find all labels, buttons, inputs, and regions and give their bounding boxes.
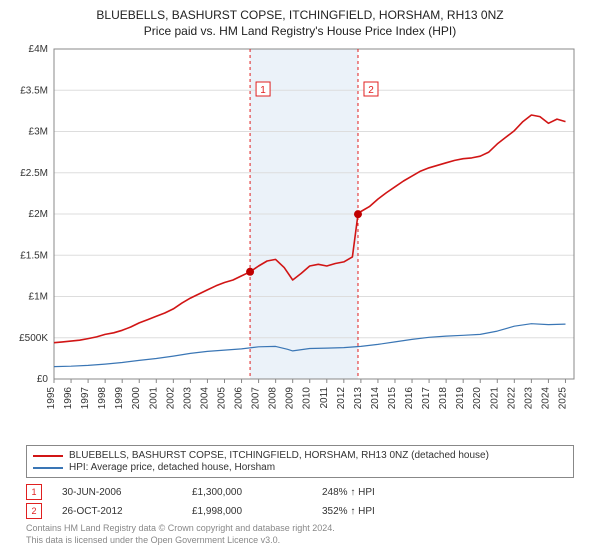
svg-text:2011: 2011 bbox=[319, 387, 330, 409]
svg-text:2007: 2007 bbox=[251, 387, 262, 410]
svg-text:2019: 2019 bbox=[455, 387, 466, 410]
svg-text:2013: 2013 bbox=[353, 387, 364, 410]
title-line2: Price paid vs. HM Land Registry's House … bbox=[0, 24, 600, 40]
svg-text:2: 2 bbox=[368, 85, 374, 96]
svg-text:2008: 2008 bbox=[268, 387, 279, 410]
page-root: BLUEBELLS, BASHURST COPSE, ITCHINGFIELD,… bbox=[0, 0, 600, 560]
svg-text:2017: 2017 bbox=[421, 387, 432, 410]
legend-swatch-property bbox=[33, 455, 63, 457]
svg-text:2006: 2006 bbox=[234, 387, 245, 410]
title-line1: BLUEBELLS, BASHURST COPSE, ITCHINGFIELD,… bbox=[0, 8, 600, 24]
legend-swatch-hpi bbox=[33, 467, 63, 469]
svg-text:£3.5M: £3.5M bbox=[20, 85, 48, 96]
svg-text:2009: 2009 bbox=[285, 387, 296, 410]
sale-1-hpi: 248% ↑ HPI bbox=[322, 487, 452, 498]
sale-2-price: £1,998,000 bbox=[192, 506, 322, 517]
svg-text:2000: 2000 bbox=[131, 387, 142, 410]
sale-1-price: £1,300,000 bbox=[192, 487, 322, 498]
svg-text:1: 1 bbox=[260, 85, 266, 96]
footer: Contains HM Land Registry data © Crown c… bbox=[26, 523, 574, 546]
sales-table: 1 30-JUN-2006 £1,300,000 248% ↑ HPI 2 26… bbox=[26, 484, 574, 519]
svg-text:£3M: £3M bbox=[29, 127, 48, 138]
svg-text:2010: 2010 bbox=[302, 387, 313, 410]
legend-row-property: BLUEBELLS, BASHURST COPSE, ITCHINGFIELD,… bbox=[33, 450, 567, 461]
svg-text:1996: 1996 bbox=[63, 387, 74, 410]
svg-text:£1M: £1M bbox=[29, 292, 48, 303]
chart-title: BLUEBELLS, BASHURST COPSE, ITCHINGFIELD,… bbox=[0, 0, 600, 39]
svg-text:2022: 2022 bbox=[506, 387, 517, 410]
svg-text:£4M: £4M bbox=[29, 44, 48, 55]
svg-text:1999: 1999 bbox=[114, 387, 125, 410]
svg-text:2021: 2021 bbox=[489, 387, 500, 410]
svg-text:2015: 2015 bbox=[387, 387, 398, 410]
svg-text:£2.5M: £2.5M bbox=[20, 168, 48, 179]
svg-text:£2M: £2M bbox=[29, 209, 48, 220]
footer-line1: Contains HM Land Registry data © Crown c… bbox=[26, 523, 574, 535]
svg-text:1998: 1998 bbox=[97, 387, 108, 410]
svg-text:2012: 2012 bbox=[336, 387, 347, 410]
svg-text:2004: 2004 bbox=[199, 387, 210, 410]
svg-text:£500K: £500K bbox=[19, 333, 48, 344]
svg-text:2014: 2014 bbox=[370, 387, 381, 410]
footer-line2: This data is licensed under the Open Gov… bbox=[26, 535, 574, 547]
svg-text:2001: 2001 bbox=[148, 387, 159, 410]
svg-text:2024: 2024 bbox=[540, 387, 551, 410]
svg-text:1995: 1995 bbox=[46, 387, 57, 410]
svg-text:£1.5M: £1.5M bbox=[20, 250, 48, 261]
sale-1-date: 30-JUN-2006 bbox=[62, 487, 192, 498]
svg-text:2003: 2003 bbox=[182, 387, 193, 410]
legend-row-hpi: HPI: Average price, detached house, Hors… bbox=[33, 462, 567, 473]
chart-svg: £0 £500K £1M £1.5M £2M £2.5M £3M £3.5M £4M 1995 19… bbox=[0, 39, 600, 439]
svg-text:2025: 2025 bbox=[557, 387, 568, 410]
legend-label-hpi: HPI: Average price, detached house, Hors… bbox=[69, 462, 275, 473]
svg-text:£0: £0 bbox=[37, 374, 49, 385]
legend-label-property: BLUEBELLS, BASHURST COPSE, ITCHINGFIELD,… bbox=[69, 450, 489, 461]
svg-text:2018: 2018 bbox=[438, 387, 449, 410]
svg-text:2020: 2020 bbox=[472, 387, 483, 410]
sales-row-2: 2 26-OCT-2012 £1,998,000 352% ↑ HPI bbox=[26, 503, 574, 519]
svg-text:2023: 2023 bbox=[523, 387, 534, 410]
chart-area: £0 £500K £1M £1.5M £2M £2.5M £3M £3.5M £4M 1995 19… bbox=[0, 39, 600, 439]
legend: BLUEBELLS, BASHURST COPSE, ITCHINGFIELD,… bbox=[26, 445, 574, 478]
svg-text:1997: 1997 bbox=[80, 387, 91, 410]
sale-marker-1-icon: 1 bbox=[26, 484, 42, 500]
sale-marker-2-icon: 2 bbox=[26, 503, 42, 519]
sale-2-hpi: 352% ↑ HPI bbox=[322, 506, 452, 517]
svg-text:2002: 2002 bbox=[165, 387, 176, 410]
sale-2-date: 26-OCT-2012 bbox=[62, 506, 192, 517]
svg-text:2005: 2005 bbox=[216, 387, 227, 410]
svg-text:2016: 2016 bbox=[404, 387, 415, 410]
sales-row-1: 1 30-JUN-2006 £1,300,000 248% ↑ HPI bbox=[26, 484, 574, 500]
